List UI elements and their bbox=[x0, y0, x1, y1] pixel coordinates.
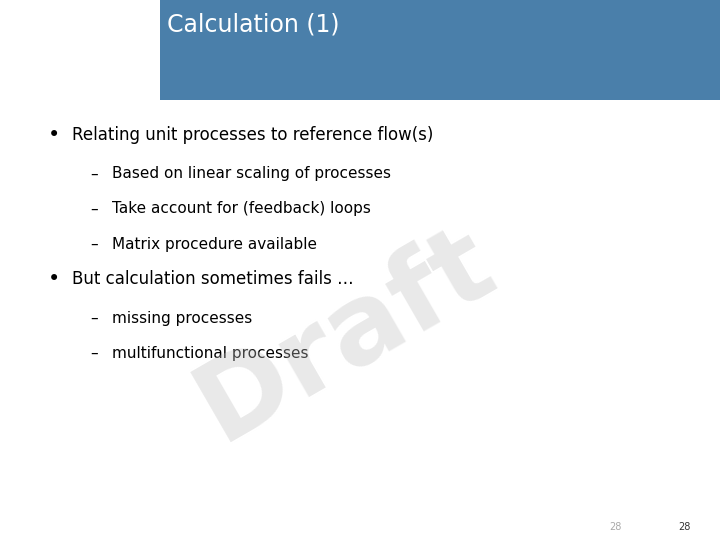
Text: Calculation (1): Calculation (1) bbox=[167, 12, 340, 36]
Text: But calculation sometimes fails …: But calculation sometimes fails … bbox=[72, 270, 354, 288]
Text: missing processes: missing processes bbox=[112, 310, 252, 326]
Text: –: – bbox=[90, 166, 97, 181]
Text: 28: 28 bbox=[609, 522, 622, 531]
Text: Relating unit processes to reference flow(s): Relating unit processes to reference flo… bbox=[72, 126, 433, 144]
Text: –: – bbox=[90, 346, 97, 361]
Text: –: – bbox=[90, 237, 97, 252]
Text: –: – bbox=[90, 310, 97, 326]
Text: •: • bbox=[48, 269, 60, 289]
Text: Matrix procedure available: Matrix procedure available bbox=[112, 237, 317, 252]
FancyBboxPatch shape bbox=[160, 0, 720, 100]
Text: Take account for (feedback) loops: Take account for (feedback) loops bbox=[112, 201, 371, 217]
Text: •: • bbox=[48, 125, 60, 145]
Text: 28: 28 bbox=[678, 522, 690, 531]
Text: multifunctional processes: multifunctional processes bbox=[112, 346, 308, 361]
Text: Draft: Draft bbox=[179, 207, 513, 462]
Text: –: – bbox=[90, 201, 97, 217]
Text: Based on linear scaling of processes: Based on linear scaling of processes bbox=[112, 166, 391, 181]
